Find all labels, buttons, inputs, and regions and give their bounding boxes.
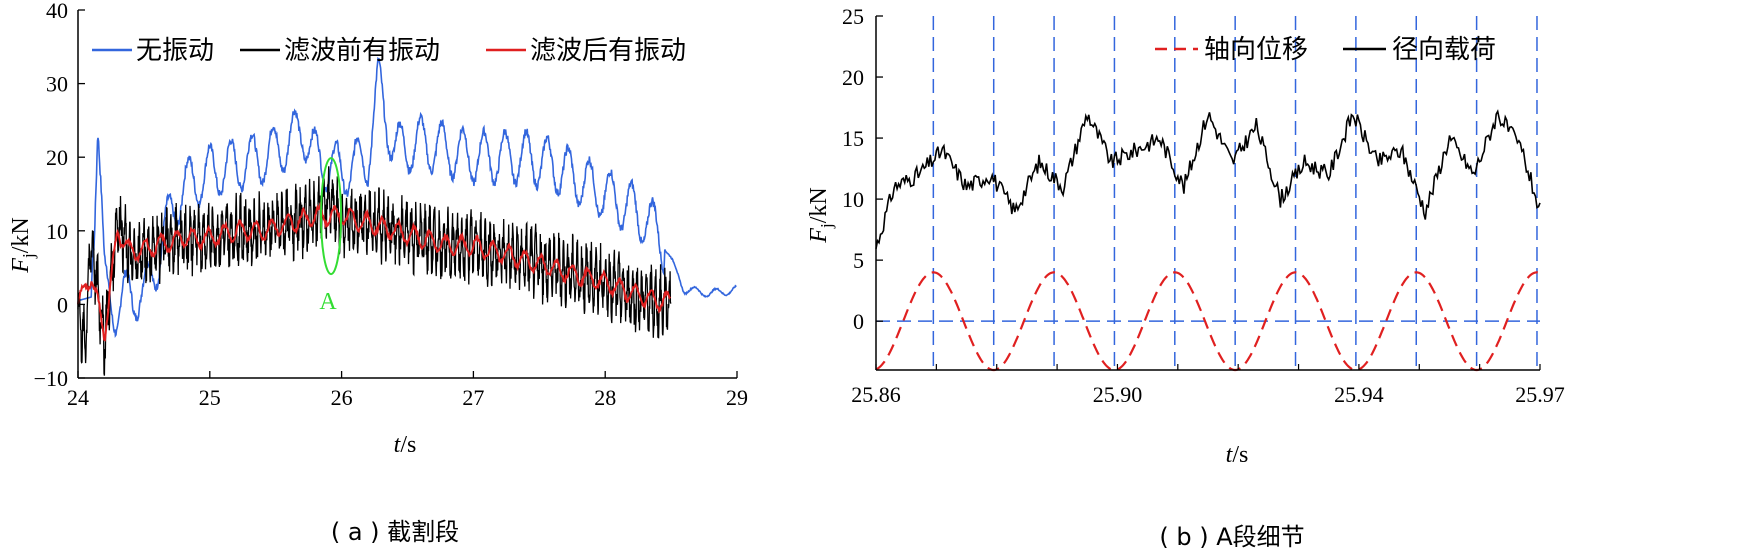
panel-b-x-tick-label: 25.86 [851, 382, 901, 407]
legend-label-axial-displacement: 轴向位移 [1204, 35, 1308, 65]
panel-a-x-tick-label: 26 [331, 385, 353, 410]
legend-label-radial-load: 径向载荷 [1392, 35, 1496, 65]
panel-b-x-tick-label: 25.94 [1334, 382, 1384, 407]
panel-a-y-tick-label: 20 [46, 145, 68, 170]
panel-b-radial-load-line [875, 109, 1541, 249]
panel-b-axial-displacement-line [875, 271, 1541, 372]
panel-b-y-tick-label: 15 [842, 126, 864, 151]
annotation-ellipse [320, 157, 343, 276]
panel-b: 25.86 25.90 25.94 25.97 0 5 10 15 20 25 Fj/kN t/s… [806, 4, 1565, 551]
panel-a-y-tick-label: 10 [46, 219, 68, 244]
panel-a-series-line-0 [77, 56, 737, 339]
panel-a-x-tick-label: 28 [594, 385, 616, 410]
legend-label-filtered: 滤波后有振动 [530, 36, 686, 66]
panel-b-x-tick-label: 25.90 [1093, 382, 1143, 407]
panel-b-xlabel: t/s [1226, 442, 1249, 468]
panel-a-y-tick-label: −10 [34, 366, 68, 391]
panel-a-caption: ( a ) 截割段 [331, 518, 459, 546]
panel-b-y-tick-label: 5 [853, 248, 864, 273]
panel-a-y-tick-label: 30 [46, 72, 68, 97]
panel-b-legend: 轴向位移 径向载荷 [1155, 35, 1496, 65]
panel-a-x-tick-label: 27 [462, 385, 484, 410]
panel-a-x-tick-label: 29 [726, 385, 748, 410]
panel-b-y-tick-label: 0 [853, 309, 864, 334]
panel-a-y-tick-label: 0 [57, 292, 68, 317]
legend-label-no-vibration: 无振动 [136, 36, 214, 66]
panel-b-caption: ( b ) A段细节 [1159, 523, 1304, 551]
panel-b-x-tick-label: 25.97 [1515, 382, 1565, 407]
panel-a-ylabel: Fj/kN [8, 217, 38, 273]
panel-a-y-tick-label: 40 [46, 0, 68, 23]
panel-b-y-tick-label: 20 [842, 65, 864, 90]
panel-b-y-tick-label: 10 [842, 187, 864, 212]
panel-a-xlabel: t/s [394, 432, 417, 458]
panel-a: 24 25 26 27 28 29 −10 0 10 20 30 40 A Fj/kN t/s 无振动… [8, 0, 748, 546]
annotation-label: A [319, 289, 337, 315]
legend-label-unfiltered: 滤波前有振动 [284, 36, 440, 66]
panel-a-x-tick-label: 25 [199, 385, 221, 410]
panel-a-legend: 无振动 滤波前有振动 滤波后有振动 [92, 36, 686, 66]
panel-b-ylabel: Fj/kN [806, 187, 836, 243]
panel-a-x-tick-label: 24 [67, 385, 89, 410]
panel-a-series-line-2 [77, 201, 672, 342]
panel-b-y-tick-label: 25 [842, 4, 864, 29]
panel-a-series-line-1 [77, 166, 672, 376]
